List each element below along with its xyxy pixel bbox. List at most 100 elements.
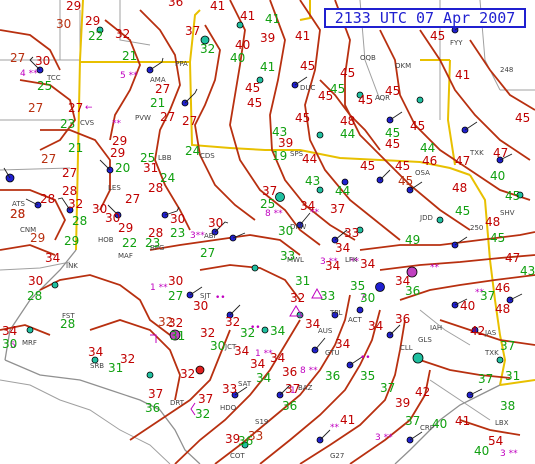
svg-text:21: 21 [122, 49, 137, 63]
svg-text:27: 27 [168, 289, 183, 303]
temperatures: 29 29 32 36 37 30 27 27 29 27 27 29 31 2… [2, 0, 530, 448]
svg-text:29: 29 [85, 14, 100, 28]
svg-text:37: 37 [405, 414, 420, 428]
svg-text:37: 37 [330, 202, 345, 216]
svg-text:40: 40 [230, 51, 245, 65]
svg-text:36: 36 [405, 284, 420, 298]
svg-text:HDO: HDO [220, 404, 237, 412]
svg-text:45: 45 [455, 204, 470, 218]
svg-text:45: 45 [245, 81, 260, 95]
svg-text:38: 38 [500, 399, 515, 413]
svg-text:28: 28 [62, 184, 77, 198]
svg-text:48: 48 [495, 302, 510, 316]
svg-text:45: 45 [330, 82, 345, 96]
svg-text:**: ** [350, 257, 360, 267]
svg-text:44: 44 [340, 127, 355, 141]
svg-text:45: 45 [410, 119, 425, 133]
coastline [4, 249, 501, 464]
svg-text:CVS: CVS [80, 119, 95, 127]
svg-text:28: 28 [148, 181, 163, 195]
svg-text:34: 34 [250, 357, 265, 371]
svg-text:30: 30 [28, 274, 43, 288]
svg-text:27: 27 [125, 192, 140, 206]
timestamp-title: 2133 UTC 07 Apr 2007 [324, 8, 526, 28]
svg-text:32: 32 [120, 352, 135, 366]
svg-text:27: 27 [155, 82, 170, 96]
svg-text:34: 34 [270, 324, 285, 338]
svg-text:41: 41 [295, 29, 310, 43]
svg-text:34: 34 [368, 319, 383, 333]
svg-text:33: 33 [344, 226, 359, 240]
svg-text:TXK: TXK [469, 149, 484, 157]
svg-text:31: 31 [108, 361, 123, 375]
svg-text:30: 30 [170, 212, 185, 226]
svg-text:49: 49 [405, 233, 420, 247]
svg-text:37: 37 [500, 339, 515, 353]
svg-text:32: 32 [168, 316, 183, 330]
svg-text:39: 39 [395, 396, 410, 410]
svg-text:21: 21 [150, 96, 165, 110]
svg-text:3 **: 3 ** [320, 257, 338, 267]
svg-text:36: 36 [282, 399, 297, 413]
svg-text:LBX: LBX [495, 419, 509, 427]
svg-text:250: 250 [470, 224, 483, 232]
svg-text:28: 28 [60, 317, 75, 331]
svg-text:20: 20 [115, 161, 130, 175]
station-ids: TCC AMA CVS PPA LBB PVW CDS LES ATS CNM … [12, 39, 515, 460]
svg-text:48: 48 [485, 215, 500, 229]
svg-text:32: 32 [180, 367, 195, 381]
svg-text:BPG: BPG [150, 244, 164, 252]
svg-text:AUS: AUS [318, 327, 333, 335]
svg-text:5: 5 [10, 341, 16, 351]
svg-text:**: ** [310, 208, 320, 218]
svg-text:TPL: TPL [329, 309, 342, 317]
svg-text:28: 28 [27, 289, 42, 303]
svg-text:**: ** [475, 288, 485, 298]
svg-text:47: 47 [455, 154, 470, 168]
svg-text:45: 45 [515, 111, 530, 125]
svg-text:HOB: HOB [98, 236, 114, 244]
weather-symbols: 4 ** 5 ** ** 8 ** 3** 1 ** •• •• 3 ** **… [10, 69, 518, 459]
svg-text:40: 40 [474, 444, 489, 458]
svg-text:SPS: SPS [290, 150, 304, 158]
svg-text:45: 45 [398, 174, 413, 188]
svg-text:47: 47 [505, 251, 520, 265]
svg-text:TXK: TXK [484, 349, 499, 357]
svg-text:31: 31 [295, 274, 310, 288]
svg-text:34: 34 [335, 241, 350, 255]
svg-text:ABI: ABI [204, 232, 216, 240]
svg-text:33: 33 [280, 249, 295, 263]
svg-text:30: 30 [35, 54, 50, 68]
svg-text:30: 30 [360, 291, 375, 305]
special-symbols [150, 287, 323, 416]
svg-text:27: 27 [41, 152, 56, 166]
svg-text:34: 34 [45, 251, 60, 265]
svg-text:BAZ: BAZ [298, 384, 313, 392]
svg-text:34: 34 [256, 371, 271, 385]
svg-text:25: 25 [260, 197, 275, 211]
svg-text:30: 30 [278, 224, 293, 238]
svg-text:30: 30 [92, 202, 107, 216]
svg-text:←: ← [85, 103, 93, 113]
svg-text:43: 43 [520, 264, 535, 278]
svg-text:44: 44 [302, 152, 317, 166]
svg-text:36: 36 [168, 0, 183, 9]
svg-text:PVW: PVW [135, 114, 151, 122]
svg-text:32: 32 [68, 197, 83, 211]
svg-text:27: 27 [182, 114, 197, 128]
svg-text:45: 45 [430, 29, 445, 43]
svg-text:28: 28 [10, 207, 25, 221]
svg-text:GLS: GLS [418, 336, 432, 344]
svg-text:**: ** [112, 119, 122, 129]
svg-text:PPA: PPA [175, 60, 188, 68]
svg-text:30: 30 [208, 216, 223, 230]
svg-text:40: 40 [235, 38, 250, 52]
svg-text:28: 28 [72, 214, 87, 228]
svg-text:23: 23 [60, 117, 75, 131]
svg-text:3**: 3** [190, 231, 205, 241]
svg-text:37: 37 [148, 387, 163, 401]
svg-text:S19: S19 [255, 418, 268, 426]
svg-text:44: 44 [335, 184, 350, 198]
svg-text:22: 22 [88, 29, 103, 43]
svg-text:32: 32 [290, 291, 305, 305]
